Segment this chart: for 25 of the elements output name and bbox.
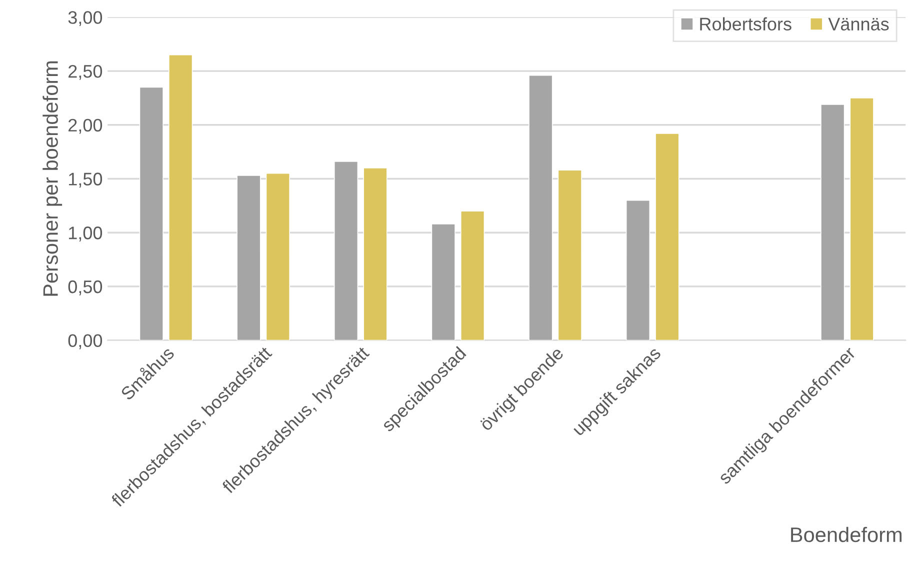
legend-label: Vännäs bbox=[828, 18, 889, 31]
legend-label: Robertsfors bbox=[700, 17, 792, 31]
bar bbox=[334, 161, 358, 340]
bar bbox=[363, 168, 388, 340]
bar bbox=[139, 86, 164, 340]
y-tick-label: 1,50 bbox=[68, 172, 102, 188]
bar bbox=[528, 74, 553, 340]
y-tick-label: 0,00 bbox=[68, 334, 102, 350]
x-axis-title: Boendeform bbox=[791, 526, 902, 542]
bar bbox=[266, 172, 290, 340]
y-axis-title: Personer per boendeform bbox=[42, 61, 62, 296]
bar bbox=[431, 224, 456, 340]
bar bbox=[820, 104, 845, 340]
bar bbox=[460, 210, 485, 340]
y-tick-label: 0,50 bbox=[68, 280, 102, 296]
bar bbox=[558, 170, 582, 340]
bar bbox=[168, 54, 193, 340]
bar bbox=[626, 200, 650, 340]
y-tick-label: 1,00 bbox=[68, 226, 102, 242]
y-tick-label: 3,00 bbox=[68, 11, 102, 26]
y-tick-label: 2,50 bbox=[68, 64, 102, 80]
bar bbox=[655, 133, 680, 340]
bar bbox=[236, 175, 261, 340]
y-tick-label: 2,00 bbox=[68, 118, 102, 134]
bar bbox=[850, 98, 874, 340]
